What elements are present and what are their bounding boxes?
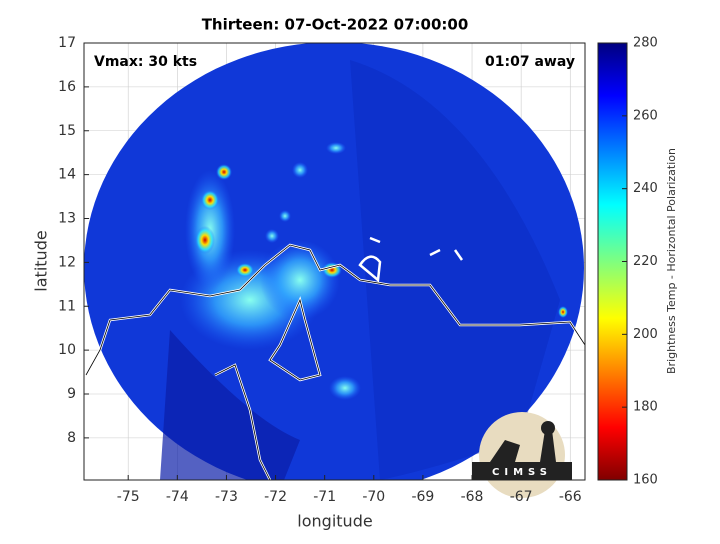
y-tick-label: 17 bbox=[58, 35, 76, 51]
x-tick-label: -70 bbox=[362, 489, 385, 505]
x-tick-label: -71 bbox=[313, 489, 336, 505]
colorbar-tick-label: 180 bbox=[633, 400, 658, 415]
colorbar-tick-label: 280 bbox=[633, 36, 658, 51]
title: Thirteen: 07-Oct-2022 07:00:00 bbox=[202, 16, 469, 34]
y-tick-label: 11 bbox=[58, 298, 76, 314]
logo-text: CIMSS bbox=[492, 467, 552, 478]
plot-frame bbox=[83, 42, 586, 481]
logo: CIMSS bbox=[472, 412, 572, 498]
x-tick-label: -66 bbox=[559, 489, 582, 505]
y-axis-label: latitude bbox=[32, 230, 51, 291]
colorbar-tick-label: 160 bbox=[633, 473, 658, 488]
x-tick-label: -69 bbox=[411, 489, 434, 505]
y-tick-label: 15 bbox=[58, 123, 76, 139]
x-tick-label: -75 bbox=[117, 489, 140, 505]
annotation: Vmax: 30 kts bbox=[94, 54, 197, 70]
x-tick-label: -72 bbox=[264, 489, 287, 505]
y-tick-label: 9 bbox=[67, 386, 76, 402]
y-tick-label: 10 bbox=[58, 342, 76, 358]
y-tick-label: 14 bbox=[58, 167, 76, 183]
x-axis-label: longitude bbox=[297, 512, 372, 531]
colorbar-label: Brightness Temp - Horizontal Polarizatio… bbox=[665, 148, 678, 374]
x-tick-label: -68 bbox=[461, 489, 484, 505]
y-tick-label: 16 bbox=[58, 79, 76, 95]
y-tick-label: 8 bbox=[67, 430, 76, 446]
colorbar-tick-label: 240 bbox=[633, 181, 658, 196]
colorbar-tick-label: 200 bbox=[633, 327, 658, 342]
imagery bbox=[84, 43, 585, 480]
y-tick-label: 12 bbox=[58, 254, 76, 270]
colorbar-tick-label: 220 bbox=[633, 254, 658, 269]
annotation: 01:07 away bbox=[485, 54, 575, 70]
colorbar-tick-label: 260 bbox=[633, 108, 658, 123]
x-tick-label: -67 bbox=[510, 489, 533, 505]
x-tick-label: -73 bbox=[215, 489, 238, 505]
x-tick-label: -74 bbox=[166, 489, 189, 505]
y-tick-label: 13 bbox=[58, 211, 76, 227]
